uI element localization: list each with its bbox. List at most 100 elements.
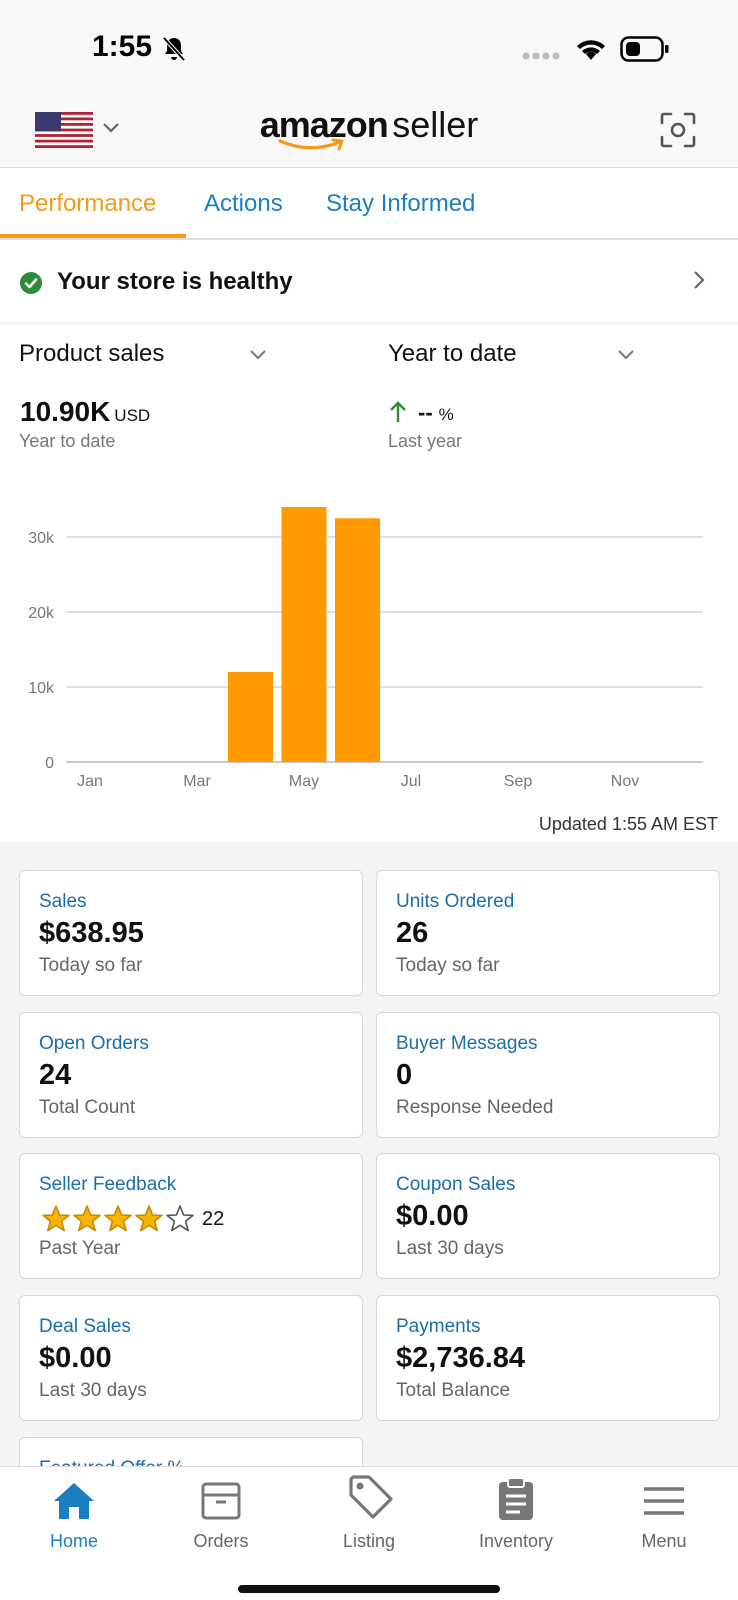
card-units-ordered[interactable]: Units Ordered 26 Today so far [376,870,720,996]
star-filled-icon [104,1205,132,1232]
card-buyer-messages[interactable]: Buyer Messages 0 Response Needed [376,1012,720,1138]
sales-total-caption: Year to date [19,431,116,451]
change-unit: % [438,405,454,424]
card-title: Open Orders [39,1033,149,1054]
card-subtitle: Today so far [39,955,143,976]
chevron-down-icon[interactable] [249,349,267,361]
brand-secondary: seller [392,104,479,145]
battery-icon [620,36,669,62]
x-tick-label: Nov [611,773,639,790]
y-tick-label: 20k [28,605,55,622]
bell-off-icon [162,36,186,62]
clipboard-icon [499,1477,533,1520]
nav-label: Menu [641,1531,687,1551]
period-selector[interactable]: Year to date [388,340,517,367]
tag-icon [349,1475,393,1519]
us-flag-icon[interactable] [35,112,93,148]
sales-bar-chart: 0 10k 20k 30k Jan Mar May Jul Sep Nov [28,507,703,790]
chevron-right-icon [694,271,705,289]
app-header: amazon seller [0,100,738,168]
card-title: Buyer Messages [396,1033,538,1054]
hamburger-menu-icon [644,1487,684,1515]
chevron-down-icon[interactable] [617,349,635,361]
card-value: $0.00 [396,1200,469,1232]
nav-listing[interactable]: Listing [309,1467,429,1567]
y-tick-label: 10k [28,680,55,697]
scan-icon[interactable] [660,112,696,148]
bottom-nav: Home Orders Listing Inventory [0,1466,738,1600]
active-tab-indicator [0,234,186,238]
card-value: 0 [396,1059,413,1091]
y-tick-label: 0 [45,755,54,772]
card-title: Deal Sales [39,1316,131,1337]
nav-label: Inventory [478,1531,554,1551]
card-value: $2,736.84 [396,1342,526,1374]
sales-total-unit: USD [114,406,151,425]
card-title: Units Ordered [396,891,515,912]
card-title: Payments [396,1316,481,1337]
chart-x-ticks: Jan Mar May Jul Sep Nov [77,773,639,790]
home-indicator [238,1585,500,1593]
cellular-signal-icon [522,52,560,60]
nav-label: Orders [193,1531,249,1551]
card-value: 24 [39,1059,72,1091]
nav-menu[interactable]: Menu [604,1467,724,1567]
sales-total: 10.90K USD [20,396,150,428]
chart-y-ticks: 0 10k 20k 30k [28,530,55,772]
chart-bar-jun [335,518,380,762]
nav-orders[interactable]: Orders [161,1467,281,1567]
card-coupon-sales[interactable]: Coupon Sales $0.00 Last 30 days [376,1153,720,1279]
card-title: Seller Feedback [39,1174,177,1195]
change-caption: Last year [388,431,463,451]
card-featured-offer[interactable]: Featured Offer % [19,1437,363,1466]
chart-bars [228,507,380,762]
brand-logo: amazon seller [0,104,738,146]
sales-total-value: 10.90K [20,396,111,427]
card-payments[interactable]: Payments $2,736.84 Total Balance [376,1295,720,1421]
x-tick-label: Jul [401,773,421,790]
card-deal-sales[interactable]: Deal Sales $0.00 Last 30 days [19,1295,363,1421]
orders-box-icon [201,1482,241,1520]
card-title: Sales [39,891,87,912]
metric-cards: Sales $638.95 Today so far Units Ordered… [0,842,738,1466]
card-subtitle: Total Count [39,1097,136,1118]
card-open-orders[interactable]: Open Orders 24 Total Count [19,1012,363,1138]
card-value: $638.95 [39,917,144,949]
chevron-down-icon[interactable] [102,122,120,134]
card-subtitle: Last 30 days [39,1380,147,1401]
store-health-text: Your store is healthy [57,268,293,295]
card-value: 26 [396,917,429,949]
status-time: 1:55 [92,30,153,63]
tab-performance[interactable]: Performance [19,190,157,217]
home-icon [54,1483,94,1519]
x-tick-label: Jan [77,773,103,790]
card-value: $0.00 [39,1342,112,1374]
nav-inventory[interactable]: Inventory [456,1467,576,1567]
card-sales[interactable]: Sales $638.95 Today so far [19,870,363,996]
card-subtitle: Today so far [396,955,500,976]
card-title: Featured Offer % [39,1458,184,1466]
star-filled-icon [42,1205,70,1232]
metric-selector[interactable]: Product sales [19,340,165,367]
arrow-up-icon [390,401,406,422]
star-filled-icon [73,1205,101,1232]
change-number: -- [418,400,433,425]
brand-primary: amazon [259,104,389,145]
tab-stay-informed[interactable]: Stay Informed [326,190,476,217]
nav-label: Listing [342,1531,396,1551]
tab-actions[interactable]: Actions [204,190,283,217]
card-subtitle: Total Balance [396,1380,511,1401]
store-health-row[interactable]: Your store is healthy [0,242,738,324]
nav-home[interactable]: Home [14,1467,134,1567]
chart-bar-apr [228,672,273,762]
card-subtitle: Past Year [39,1238,121,1259]
y-tick-label: 30k [28,530,55,547]
x-tick-label: May [289,773,319,790]
amazon-smile-icon [278,138,344,151]
x-tick-label: Mar [183,773,211,790]
star-filled-icon [135,1205,163,1232]
chart-bar-may [281,507,327,762]
x-tick-label: Sep [504,773,533,790]
wifi-icon [577,40,605,60]
card-seller-feedback[interactable]: Seller Feedback 22 Past Year [19,1153,363,1279]
